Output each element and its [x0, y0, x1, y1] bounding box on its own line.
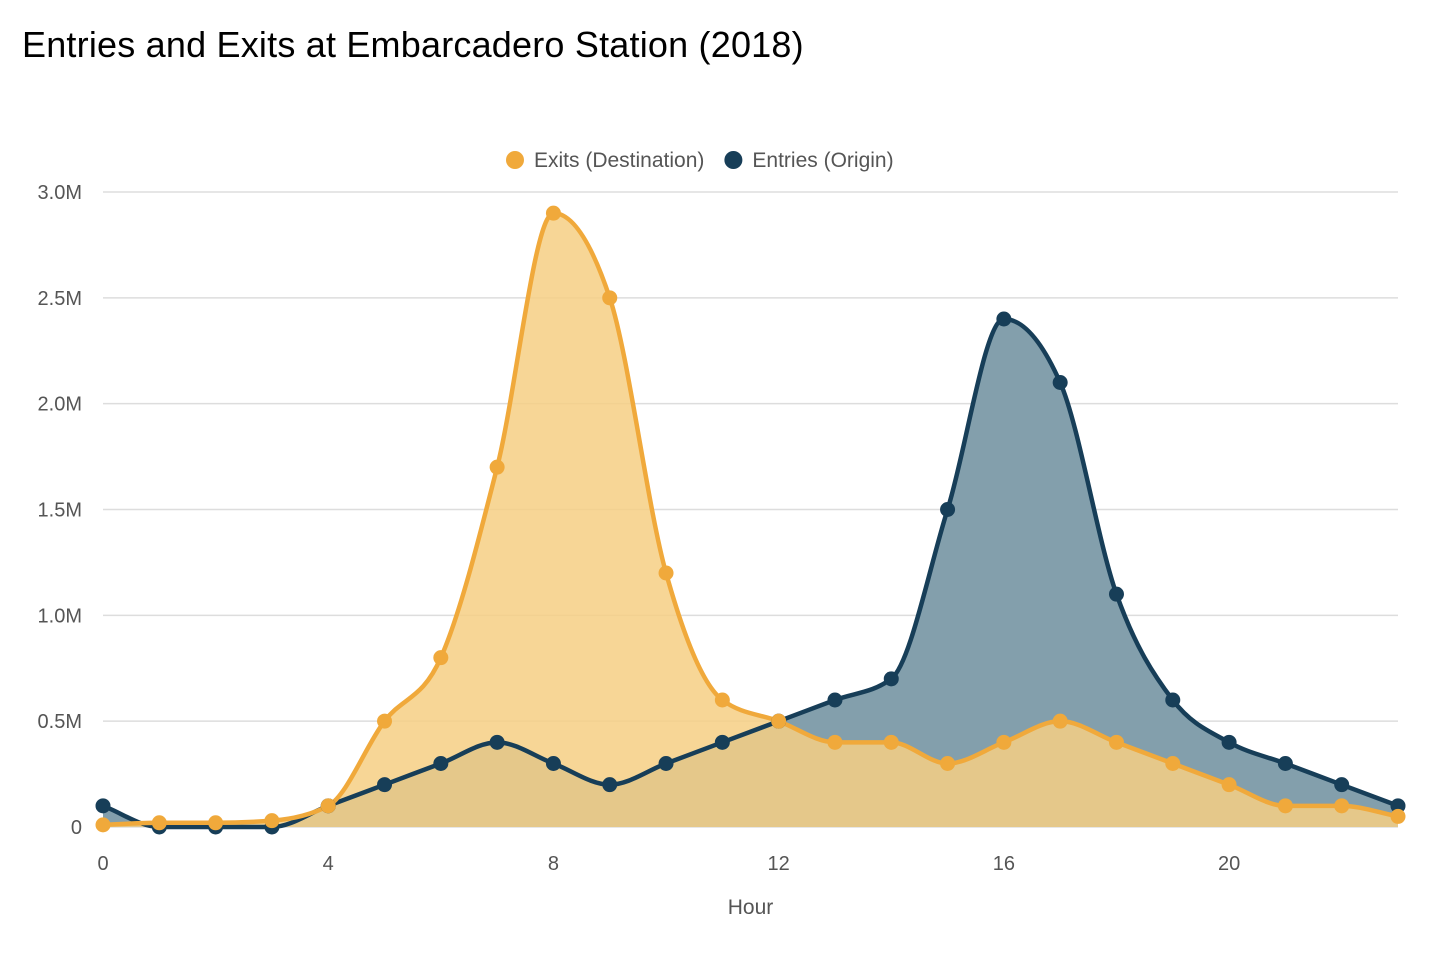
- x-tick-label: 4: [323, 853, 334, 875]
- data-point[interactable]: [658, 756, 674, 771]
- y-tick-label: 2.5M: [38, 288, 82, 310]
- data-point[interactable]: [264, 813, 280, 829]
- data-point[interactable]: [433, 756, 449, 771]
- x-tick-label: 16: [993, 853, 1015, 875]
- data-point[interactable]: [1334, 798, 1350, 814]
- x-axis-label: Hour: [728, 896, 774, 919]
- y-tick-label: 2.0M: [38, 394, 82, 416]
- y-tick-label: 3.0M: [38, 182, 82, 204]
- x-tick-label: 8: [548, 853, 559, 875]
- data-point[interactable]: [377, 713, 393, 729]
- data-point[interactable]: [1277, 798, 1293, 814]
- data-point[interactable]: [996, 734, 1012, 750]
- x-axis-ticks: 0 4 8 12 16 20: [97, 853, 1240, 875]
- data-point[interactable]: [883, 734, 899, 750]
- x-tick-label: 0: [97, 853, 108, 875]
- series-points: [95, 205, 1406, 835]
- data-point[interactable]: [489, 459, 505, 475]
- legend-item[interactable]: Exits (Destination): [506, 149, 704, 172]
- y-axis-ticks: 0 0.5M 1.0M 1.5M 2.0M 2.5M 3.0M: [38, 182, 82, 839]
- data-point[interactable]: [95, 817, 111, 833]
- data-point[interactable]: [602, 290, 618, 306]
- data-point[interactable]: [1334, 777, 1350, 793]
- x-tick-label: 12: [768, 853, 790, 875]
- data-point[interactable]: [602, 777, 618, 793]
- data-point[interactable]: [1221, 777, 1237, 793]
- data-point[interactable]: [377, 777, 393, 793]
- data-point[interactable]: [714, 734, 730, 750]
- data-point[interactable]: [545, 756, 561, 771]
- legend-marker: [506, 151, 524, 169]
- series-area: [103, 319, 1398, 827]
- data-point[interactable]: [883, 671, 899, 687]
- data-point[interactable]: [827, 734, 843, 750]
- y-tick-label: 1.0M: [38, 605, 82, 627]
- data-point[interactable]: [95, 798, 111, 814]
- data-point[interactable]: [827, 692, 843, 708]
- data-point[interactable]: [1052, 713, 1068, 729]
- chart-title: Entries and Exits at Embarcadero Station…: [22, 24, 804, 65]
- data-point[interactable]: [996, 311, 1012, 327]
- data-point[interactable]: [1108, 586, 1124, 602]
- data-point[interactable]: [545, 205, 561, 221]
- data-point[interactable]: [1390, 798, 1406, 814]
- y-tick-label: 0: [71, 817, 82, 839]
- data-point[interactable]: [151, 815, 167, 831]
- legend-item[interactable]: Entries (Origin): [724, 149, 894, 172]
- legend-label: Exits (Destination): [534, 149, 704, 172]
- data-point[interactable]: [489, 734, 505, 750]
- legend: Exits (Destination) Entries (Origin): [506, 149, 894, 172]
- data-point[interactable]: [1165, 756, 1181, 771]
- data-point[interactable]: [771, 713, 787, 729]
- data-point[interactable]: [208, 815, 224, 831]
- data-point[interactable]: [433, 650, 449, 666]
- data-point[interactable]: [1165, 692, 1181, 708]
- data-point[interactable]: [1390, 808, 1406, 824]
- x-tick-label: 20: [1218, 853, 1240, 875]
- series-areas: [103, 213, 1398, 828]
- data-point[interactable]: [320, 798, 336, 814]
- legend-label: Entries (Origin): [752, 149, 893, 172]
- data-point[interactable]: [1052, 375, 1068, 390]
- data-point[interactable]: [658, 565, 674, 581]
- data-point[interactable]: [1277, 756, 1293, 771]
- y-tick-label: 0.5M: [38, 711, 82, 733]
- data-point[interactable]: [940, 502, 956, 517]
- data-point[interactable]: [1108, 734, 1124, 750]
- data-point[interactable]: [714, 692, 730, 708]
- data-point[interactable]: [940, 756, 956, 771]
- data-point[interactable]: [1221, 734, 1237, 750]
- legend-marker: [724, 151, 743, 169]
- y-tick-label: 1.5M: [38, 500, 82, 522]
